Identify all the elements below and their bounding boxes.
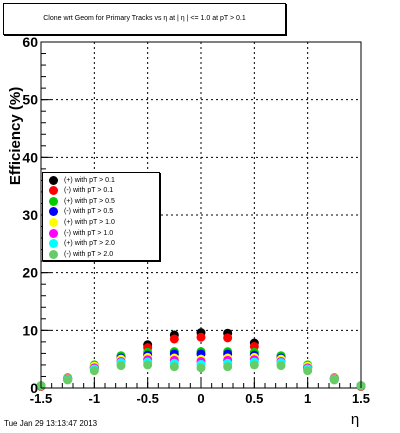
data-series (36, 328, 366, 391)
legend-entry: (+) with pT > 0.5 (49, 196, 115, 206)
x-tick-label: 1 (304, 391, 311, 406)
legend-marker-icon (49, 207, 58, 217)
data-point (169, 362, 179, 372)
data-point (196, 332, 206, 342)
legend-entry: (+) with pT > 2.0 (49, 239, 115, 249)
data-point (169, 334, 179, 344)
y-tick-label: 30 (22, 207, 38, 223)
series-group (36, 360, 366, 391)
data-point (276, 361, 286, 371)
legend-entry: (-) with pT > 2.0 (49, 249, 113, 259)
y-tick-label: 10 (22, 322, 38, 338)
legend-marker-icon (49, 228, 58, 238)
legend-label: (+) with pT > 1.0 (64, 218, 115, 226)
y-tick-label: 40 (22, 149, 38, 165)
data-point (329, 375, 339, 385)
legend-label: (-) with pT > 2.0 (64, 250, 114, 258)
data-point (143, 360, 153, 370)
y-axis-label: Efficiency (%) (7, 87, 24, 185)
timestamp: Tue Jan 29 13:13:47 2013 (4, 419, 98, 428)
y-tick-label: 20 (22, 265, 38, 281)
legend-label: (+) with pT > 0.1 (64, 176, 115, 184)
y-tick-label: 60 (22, 34, 38, 50)
legend-entry: (-) with pT > 1.0 (49, 228, 113, 238)
data-point (223, 333, 233, 343)
legend-label: (-) with pT > 0.1 (64, 187, 114, 195)
x-tick-label: -1 (89, 391, 101, 406)
x-axis-label: η (351, 411, 359, 428)
data-point (223, 362, 233, 372)
legend-marker-icon (49, 186, 58, 196)
legend-entry: (-) with pT > 0.5 (49, 207, 113, 217)
legend-marker-icon (49, 217, 58, 227)
tick-labels: -1.5 -1 -0.5 0 0.5 1 1.5 0 10 20 30 40 50 60 (22, 34, 370, 406)
legend-marker-icon (49, 249, 58, 259)
x-tick-label: -1.5 (30, 391, 52, 406)
y-tick-label: 0 (30, 380, 38, 396)
legend-marker-icon (49, 196, 58, 206)
x-tick-label: -0.5 (136, 391, 158, 406)
legend-entry: (-) with pT > 0.1 (49, 186, 113, 196)
legend: (+) with pT > 0.1 (-) with pT > 0.1 (+) wi… (42, 172, 160, 261)
chart-title: Clone wrt Geom for Primary Tracks vs η a… (3, 3, 286, 35)
data-point (89, 366, 99, 376)
x-tick-label: 1.5 (352, 391, 370, 406)
legend-label: (-) with pT > 1.0 (64, 229, 114, 237)
data-point (63, 375, 73, 385)
legend-label: (+) with pT > 0.5 (64, 197, 115, 205)
legend-label: (+) with pT > 2.0 (64, 240, 115, 248)
data-point (196, 363, 206, 373)
x-tick-label: 0.5 (245, 391, 263, 406)
legend-entry: (+) with pT > 0.1 (49, 175, 115, 185)
legend-marker-icon (49, 175, 58, 185)
y-tick-label: 50 (22, 92, 38, 108)
axis-ticks (40, 41, 362, 389)
data-point (116, 361, 126, 371)
data-point (249, 360, 259, 370)
x-tick-label: 0 (197, 391, 204, 406)
legend-entry: (+) with pT > 1.0 (49, 217, 115, 227)
legend-label: (-) with pT > 0.5 (64, 208, 114, 216)
data-point (303, 366, 313, 376)
legend-marker-icon (49, 239, 58, 249)
